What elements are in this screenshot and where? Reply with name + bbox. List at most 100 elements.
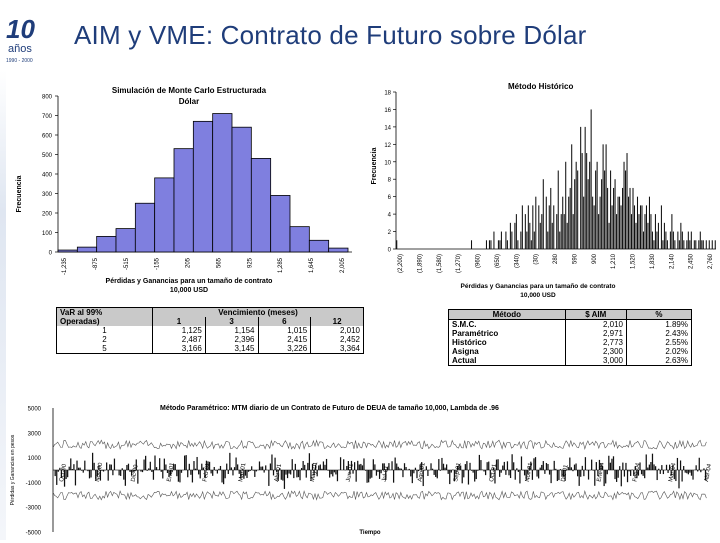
parametric-xtick-label: Ene-01 [167, 462, 176, 483]
historical-bar [550, 188, 551, 249]
parametric-mtm-bar [324, 465, 325, 470]
parametric-mtm-bar [299, 470, 300, 480]
montecarlo-xtick-label: 1,645 [309, 257, 315, 273]
montecarlo-ytick-label: 400 [42, 173, 53, 179]
historical-bar [528, 205, 529, 249]
historical-bar [619, 197, 620, 249]
parametric-mtm-bar [259, 461, 260, 470]
parametric-mtm-bar [250, 470, 251, 471]
parametric-chart: Método Paramétrico: MTM diario de un Con… [8, 398, 712, 538]
historical-xtick-label: (30) [534, 254, 540, 265]
parametric-ytick-label: 3000 [28, 431, 42, 437]
parametric-mtm-bar [211, 470, 212, 473]
table-row: 2 2,487 2,396 2,415 2,452 [57, 335, 364, 344]
parametric-mtm-bar [271, 454, 272, 470]
parametric-mtm-bar [427, 470, 428, 476]
parametric-mtm-bar [415, 468, 416, 470]
var-cell: 3,145 [205, 344, 258, 354]
parametric-mtm-bar [111, 465, 112, 470]
parametric-mtm-bar [594, 470, 595, 486]
parametric-mtm-bar [184, 456, 185, 470]
parametric-mtm-bar [608, 456, 609, 470]
historical-bar [643, 232, 644, 249]
parametric-mtm-bar [334, 470, 335, 472]
historical-bar [631, 214, 632, 249]
var-cell: 2,452 [311, 335, 364, 344]
parametric-mtm-bar [696, 465, 697, 470]
parametric-mtm-bar [650, 462, 651, 470]
parametric-mtm-bar [246, 470, 247, 478]
parametric-mtm-bar [499, 470, 500, 477]
historical-ytick-label: 14 [384, 125, 391, 131]
parametric-mtm-bar [159, 458, 160, 470]
parametric-mtm-bar [614, 470, 615, 479]
historical-bar [516, 214, 517, 249]
parametric-mtm-bar [122, 468, 123, 470]
table-row: 5 3,166 3,145 3,226 3,364 [57, 344, 364, 354]
parametric-mtm-bar [228, 470, 229, 474]
historical-bar [621, 205, 622, 249]
historical-bar [522, 205, 523, 249]
parametric-mtm-bar [58, 470, 59, 472]
historical-xlabel-line: 10,000 USD [520, 292, 556, 299]
montecarlo-xtick-label: -875 [93, 257, 99, 270]
parametric-mtm-bar [630, 470, 631, 476]
parametric-mtm-bar [56, 470, 57, 485]
historical-bar [562, 197, 563, 249]
historical-bar [689, 240, 690, 249]
parametric-mtm-bar [72, 469, 73, 470]
var-cell: 2 [57, 335, 153, 344]
historical-ytick-label: 18 [384, 91, 391, 97]
montecarlo-ytick-label: 700 [42, 114, 53, 120]
parametric-mtm-bar [502, 466, 503, 470]
parametric-xtick-label: Oct-01 [489, 463, 498, 482]
historical-ytick-label: 6 [388, 195, 392, 201]
page-title: AIM y VME: Contrato de Futuro sobre Dóla… [74, 20, 587, 51]
parametric-ytick-label: -5000 [26, 531, 42, 537]
parametric-mtm-bar [607, 470, 608, 474]
parametric-mtm-bar [547, 464, 548, 470]
parametric-mtm-bar [627, 470, 628, 482]
montecarlo-ytick-label: 200 [42, 212, 53, 218]
parametric-mtm-bar [292, 459, 293, 470]
parametric-mtm-bar [540, 468, 541, 470]
parametric-mtm-bar [260, 467, 261, 470]
montecarlo-bar [193, 121, 212, 252]
parametric-mtm-bar [379, 470, 380, 479]
historical-bar [489, 240, 490, 249]
parametric-mtm-bar [125, 470, 126, 486]
var-cell: 2,396 [205, 335, 258, 344]
aim-table: Método $ AIM % S.M.C. 2,010 1.89% Paramé… [448, 309, 692, 366]
parametric-mtm-bar [435, 470, 436, 477]
aim-header-pct: % [626, 310, 691, 320]
historical-bar [597, 162, 598, 249]
parametric-xtick-label: Feb-04 [632, 462, 641, 482]
parametric-mtm-bar [544, 470, 545, 474]
historical-bar [712, 240, 713, 249]
parametric-mtm-bar [337, 470, 338, 481]
parametric-mtm-bar [404, 463, 405, 470]
historical-bar [646, 205, 647, 249]
parametric-mtm-bar [557, 470, 558, 481]
historical-bar [603, 144, 604, 249]
historical-ytick-label: 4 [388, 213, 392, 219]
var-header-operadas: Operadas) [57, 317, 153, 326]
aim-cell: 1.89% [626, 320, 691, 330]
historical-bar [585, 127, 586, 249]
montecarlo-bar [97, 236, 116, 252]
historical-bar [580, 127, 581, 249]
parametric-mtm-bar [554, 461, 555, 470]
historical-ylabel: Frecuencia [371, 147, 378, 184]
historical-bar [577, 171, 578, 250]
historical-bar [652, 232, 653, 249]
historical-bar [511, 232, 512, 249]
parametric-mtm-bar [360, 464, 361, 470]
parametric-mtm-bar [87, 470, 88, 471]
historical-bar [673, 232, 674, 249]
var-header-col: 1 [153, 317, 206, 326]
parametric-mtm-bar [401, 469, 402, 470]
parametric-mtm-bar [399, 468, 400, 470]
parametric-mtm-bar [148, 468, 149, 470]
var-cell: 1 [57, 326, 153, 335]
parametric-mtm-bar [234, 467, 235, 470]
